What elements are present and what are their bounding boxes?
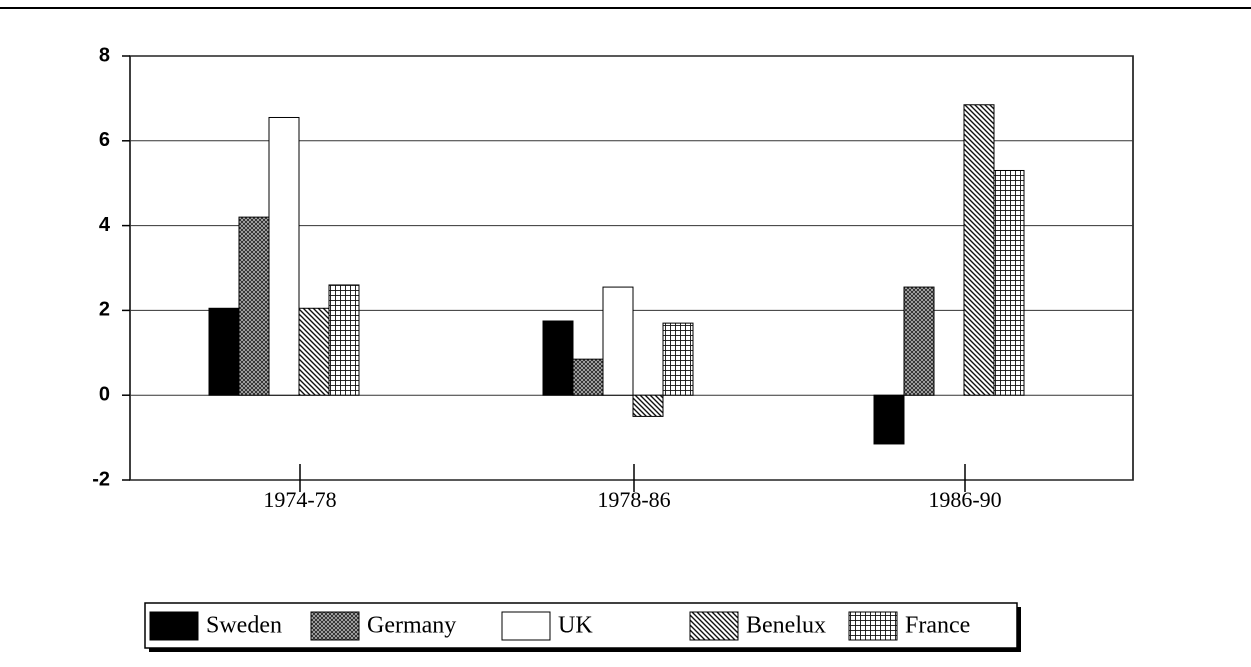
x-tick-label: 1978-86 xyxy=(597,487,670,512)
y-tick-label: 8 xyxy=(99,44,110,66)
legend-swatch xyxy=(689,611,739,641)
bar xyxy=(873,394,905,445)
y-tick-label: 0 xyxy=(99,383,110,405)
legend-label: Sweden xyxy=(206,613,282,639)
bar xyxy=(208,307,240,396)
x-tick-label: 1974-78 xyxy=(263,487,336,512)
legend-swatch xyxy=(310,611,360,641)
bar xyxy=(328,284,360,396)
bar xyxy=(602,286,634,396)
legend-label: UK xyxy=(558,613,593,639)
bar xyxy=(572,358,604,396)
y-tick-label: 4 xyxy=(99,214,111,236)
legend-swatch xyxy=(149,611,199,641)
bar xyxy=(632,394,664,417)
y-tick-label: 2 xyxy=(99,299,110,321)
legend-swatch xyxy=(848,611,898,641)
legend-swatch xyxy=(501,611,551,641)
bar xyxy=(298,307,330,396)
legend-label: Benelux xyxy=(746,613,826,639)
bar xyxy=(963,104,995,396)
bar xyxy=(662,322,694,396)
y-tick-label: 6 xyxy=(99,129,110,151)
bar xyxy=(238,216,270,396)
x-tick-label: 1986-90 xyxy=(928,487,1001,512)
y-tick-label: -2 xyxy=(92,468,110,490)
bar xyxy=(993,169,1025,396)
bar xyxy=(268,116,300,396)
bar xyxy=(542,320,574,396)
legend-label: France xyxy=(905,613,970,639)
legend-label: Germany xyxy=(367,613,456,639)
bar xyxy=(903,286,935,396)
